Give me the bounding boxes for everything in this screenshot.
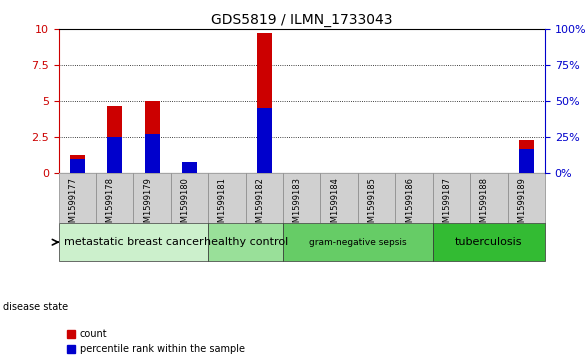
Bar	[145, 134, 159, 174]
Bar	[358, 174, 396, 223]
Text: tuberculosis: tuberculosis	[455, 237, 523, 247]
Text: GSM1599178: GSM1599178	[105, 178, 115, 233]
Text: gram-negative sepsis: gram-negative sepsis	[309, 238, 407, 247]
Bar	[171, 174, 208, 223]
Text: GSM1599185: GSM1599185	[367, 178, 377, 233]
Bar	[208, 223, 283, 261]
Text: metastatic breast cancer: metastatic breast cancer	[64, 237, 203, 247]
Bar	[519, 149, 534, 174]
Bar	[96, 174, 134, 223]
Bar	[208, 174, 246, 223]
Title: GDS5819 / ILMN_1733043: GDS5819 / ILMN_1733043	[211, 13, 393, 26]
Text: GSM1599179: GSM1599179	[143, 178, 152, 233]
Bar	[283, 174, 321, 223]
Bar	[70, 159, 85, 174]
Text: GSM1599177: GSM1599177	[69, 178, 77, 233]
Bar	[182, 162, 197, 174]
Bar	[257, 109, 272, 174]
Bar	[257, 33, 272, 174]
Bar	[519, 140, 534, 174]
Bar	[182, 171, 197, 174]
Bar	[321, 174, 358, 223]
Text: GSM1599181: GSM1599181	[218, 178, 227, 233]
Bar	[432, 174, 470, 223]
Text: GSM1599183: GSM1599183	[293, 178, 302, 233]
Bar	[432, 223, 545, 261]
Bar	[507, 174, 545, 223]
Bar	[59, 174, 96, 223]
Text: GSM1599188: GSM1599188	[480, 178, 489, 233]
Text: GSM1599187: GSM1599187	[442, 178, 451, 233]
Legend: count, percentile rank within the sample: count, percentile rank within the sample	[63, 326, 249, 358]
Bar	[283, 223, 432, 261]
Bar	[134, 174, 171, 223]
Text: GSM1599184: GSM1599184	[330, 178, 339, 233]
Bar	[59, 223, 208, 261]
Text: GSM1599180: GSM1599180	[180, 178, 189, 233]
Bar	[470, 174, 507, 223]
Text: disease state: disease state	[3, 302, 68, 312]
Text: GSM1599186: GSM1599186	[405, 178, 414, 233]
Bar	[246, 174, 283, 223]
Bar	[107, 106, 122, 174]
Text: GSM1599189: GSM1599189	[517, 178, 526, 233]
Bar	[396, 174, 432, 223]
Bar	[107, 137, 122, 174]
Text: GSM1599182: GSM1599182	[255, 178, 264, 233]
Text: healthy control: healthy control	[203, 237, 288, 247]
Bar	[70, 155, 85, 174]
Bar	[145, 101, 159, 174]
